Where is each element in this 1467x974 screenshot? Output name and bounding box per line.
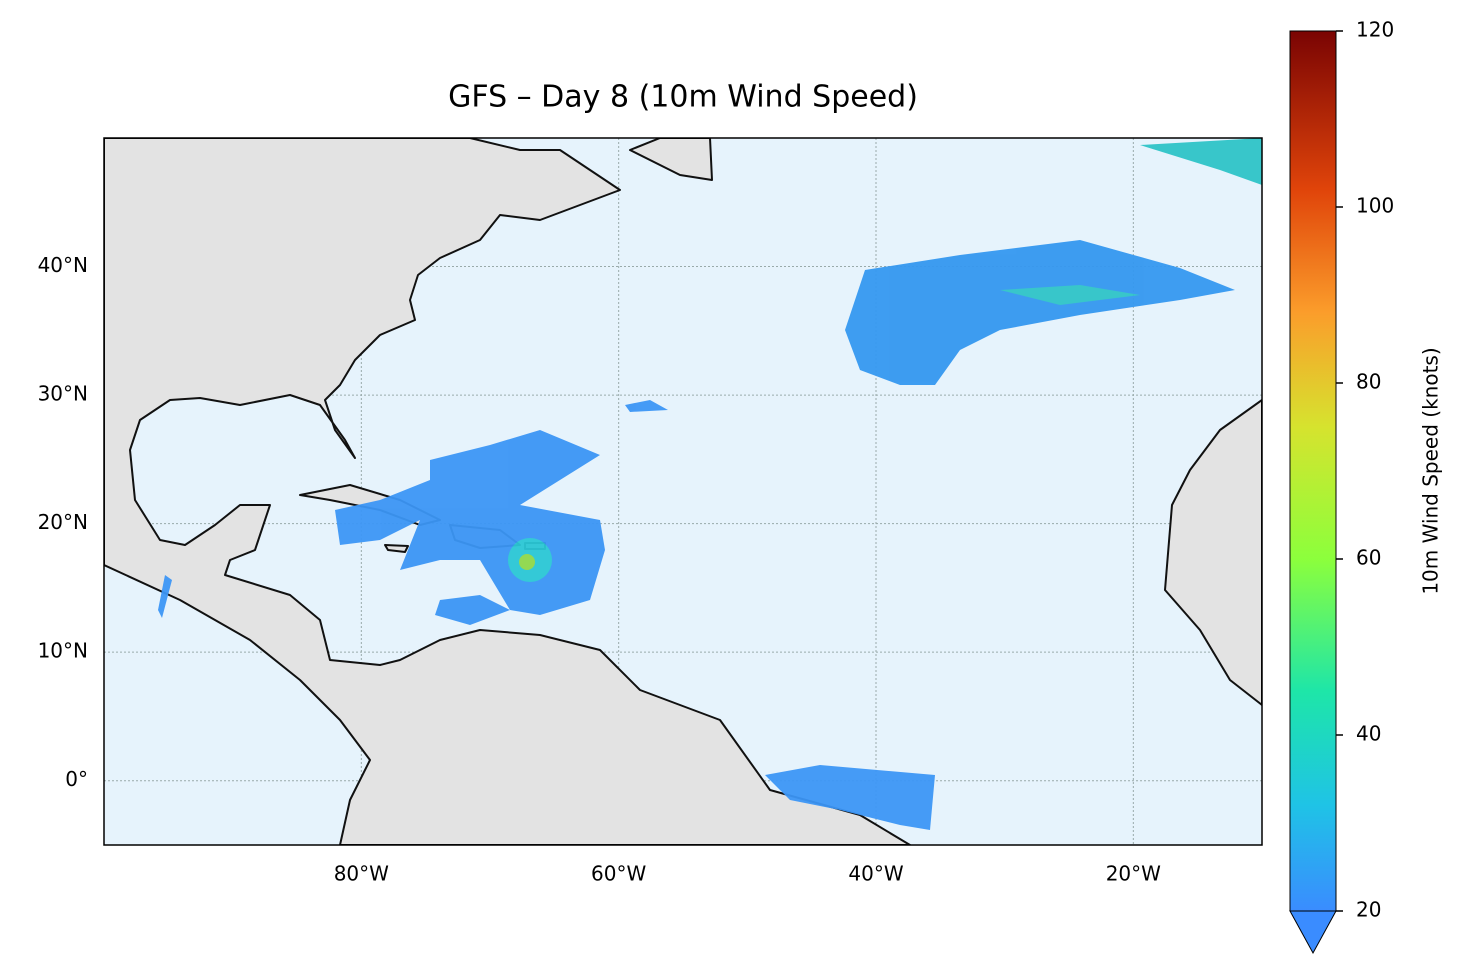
colorbar-scale <box>1289 30 1337 912</box>
africa <box>1164 399 1262 706</box>
colorbar-extend <box>1289 910 1337 955</box>
colorbar-tick-label: 120 <box>1356 18 1394 42</box>
wind-field <box>158 138 1262 830</box>
colorbar-tick-label: 20 <box>1356 898 1381 922</box>
newfoundland <box>629 138 713 181</box>
y-tick-label: 0° <box>65 767 88 791</box>
colorbar-tick-label: 60 <box>1356 546 1381 570</box>
colorbar-label: 10m Wind Speed (knots) <box>1419 347 1443 594</box>
x-tick-label: 80°W <box>334 862 389 886</box>
colorbar-tick-label: 100 <box>1356 194 1394 218</box>
y-tick-label: 40°N <box>38 253 88 277</box>
y-tick-label: 30°N <box>38 382 88 406</box>
x-tick-label: 60°W <box>591 862 646 886</box>
y-tick-label: 20°N <box>38 510 88 534</box>
map-title: GFS – Day 8 (10m Wind Speed) <box>448 80 918 115</box>
colorbar: 10m Wind Speed (knots) 20 40 60 80 100 120 <box>1289 18 1443 955</box>
y-tick-label: 10°N <box>38 639 88 663</box>
colorbar-tick-label: 40 <box>1356 722 1381 746</box>
map-area <box>104 138 1262 845</box>
x-tick-label: 20°W <box>1106 862 1161 886</box>
colorbar-tick-label: 80 <box>1356 370 1381 394</box>
jamaica <box>384 544 409 553</box>
americas <box>104 138 911 845</box>
map-frame <box>103 137 1263 846</box>
x-tick-label: 40°W <box>848 862 903 886</box>
